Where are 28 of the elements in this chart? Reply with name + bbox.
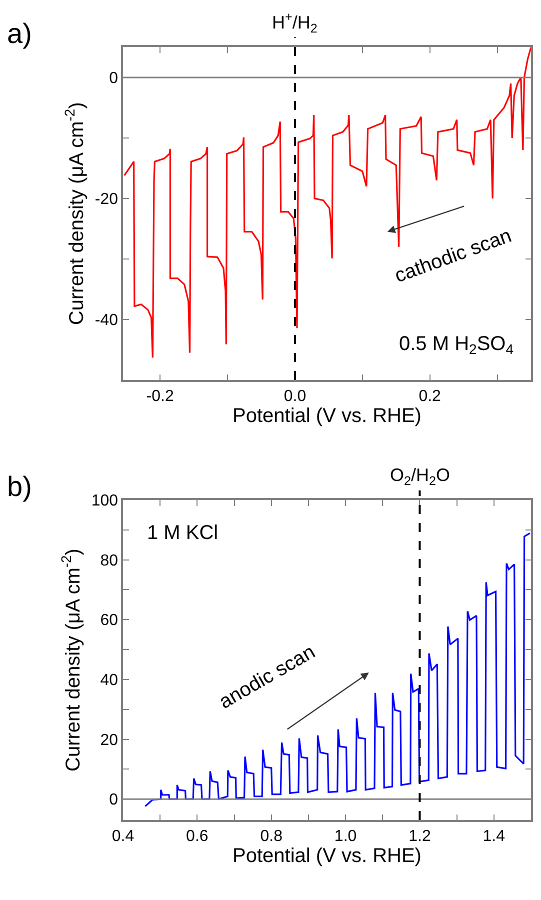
x-tick-label: 1.4 [482, 828, 506, 845]
x-tick-label: 1.2 [408, 828, 431, 845]
ref-line-label: H$^{+}$/H$_{2}$ [272, 10, 318, 36]
chart-title: a) [7, 18, 32, 49]
x-tick-label: 0.4 [112, 828, 134, 845]
y-tick-label: 100 [91, 492, 118, 510]
x-tick-label: 1.0 [334, 828, 357, 845]
x-tick-label: 0.8 [260, 828, 283, 845]
y-tick-label: 0 [109, 792, 118, 809]
annotation: 0.5 M H$_{2}$SO$_{4}$ [399, 333, 514, 358]
x-tick-label: 0.2 [418, 388, 442, 405]
annotation: cathodic scan [392, 224, 514, 288]
x-axis-title: Potential (V vs. RHE) [232, 404, 422, 427]
y-tick-label: 80 [100, 552, 118, 570]
chart-title: b) [7, 471, 32, 502]
x-tick-label: -0.2 [146, 388, 174, 405]
x-axis-title: Potential (V vs. RHE) [232, 844, 422, 867]
x-tick-label: 0.0 [284, 388, 306, 405]
y-tick-label: -40 [94, 312, 118, 330]
y-tick-label: 60 [100, 612, 118, 630]
line-series [124, 47, 531, 358]
y-tick-label: 0 [109, 70, 118, 88]
ref-line-label: O$_{2}$/H$_{2}$O [390, 465, 450, 488]
y-tick-label: 40 [100, 672, 118, 690]
y-tick-label: 20 [100, 732, 118, 749]
annotation: 1 M KCl [147, 522, 218, 544]
x-tick-label: 0.6 [186, 828, 208, 845]
y-tick-label: -20 [94, 191, 118, 208]
